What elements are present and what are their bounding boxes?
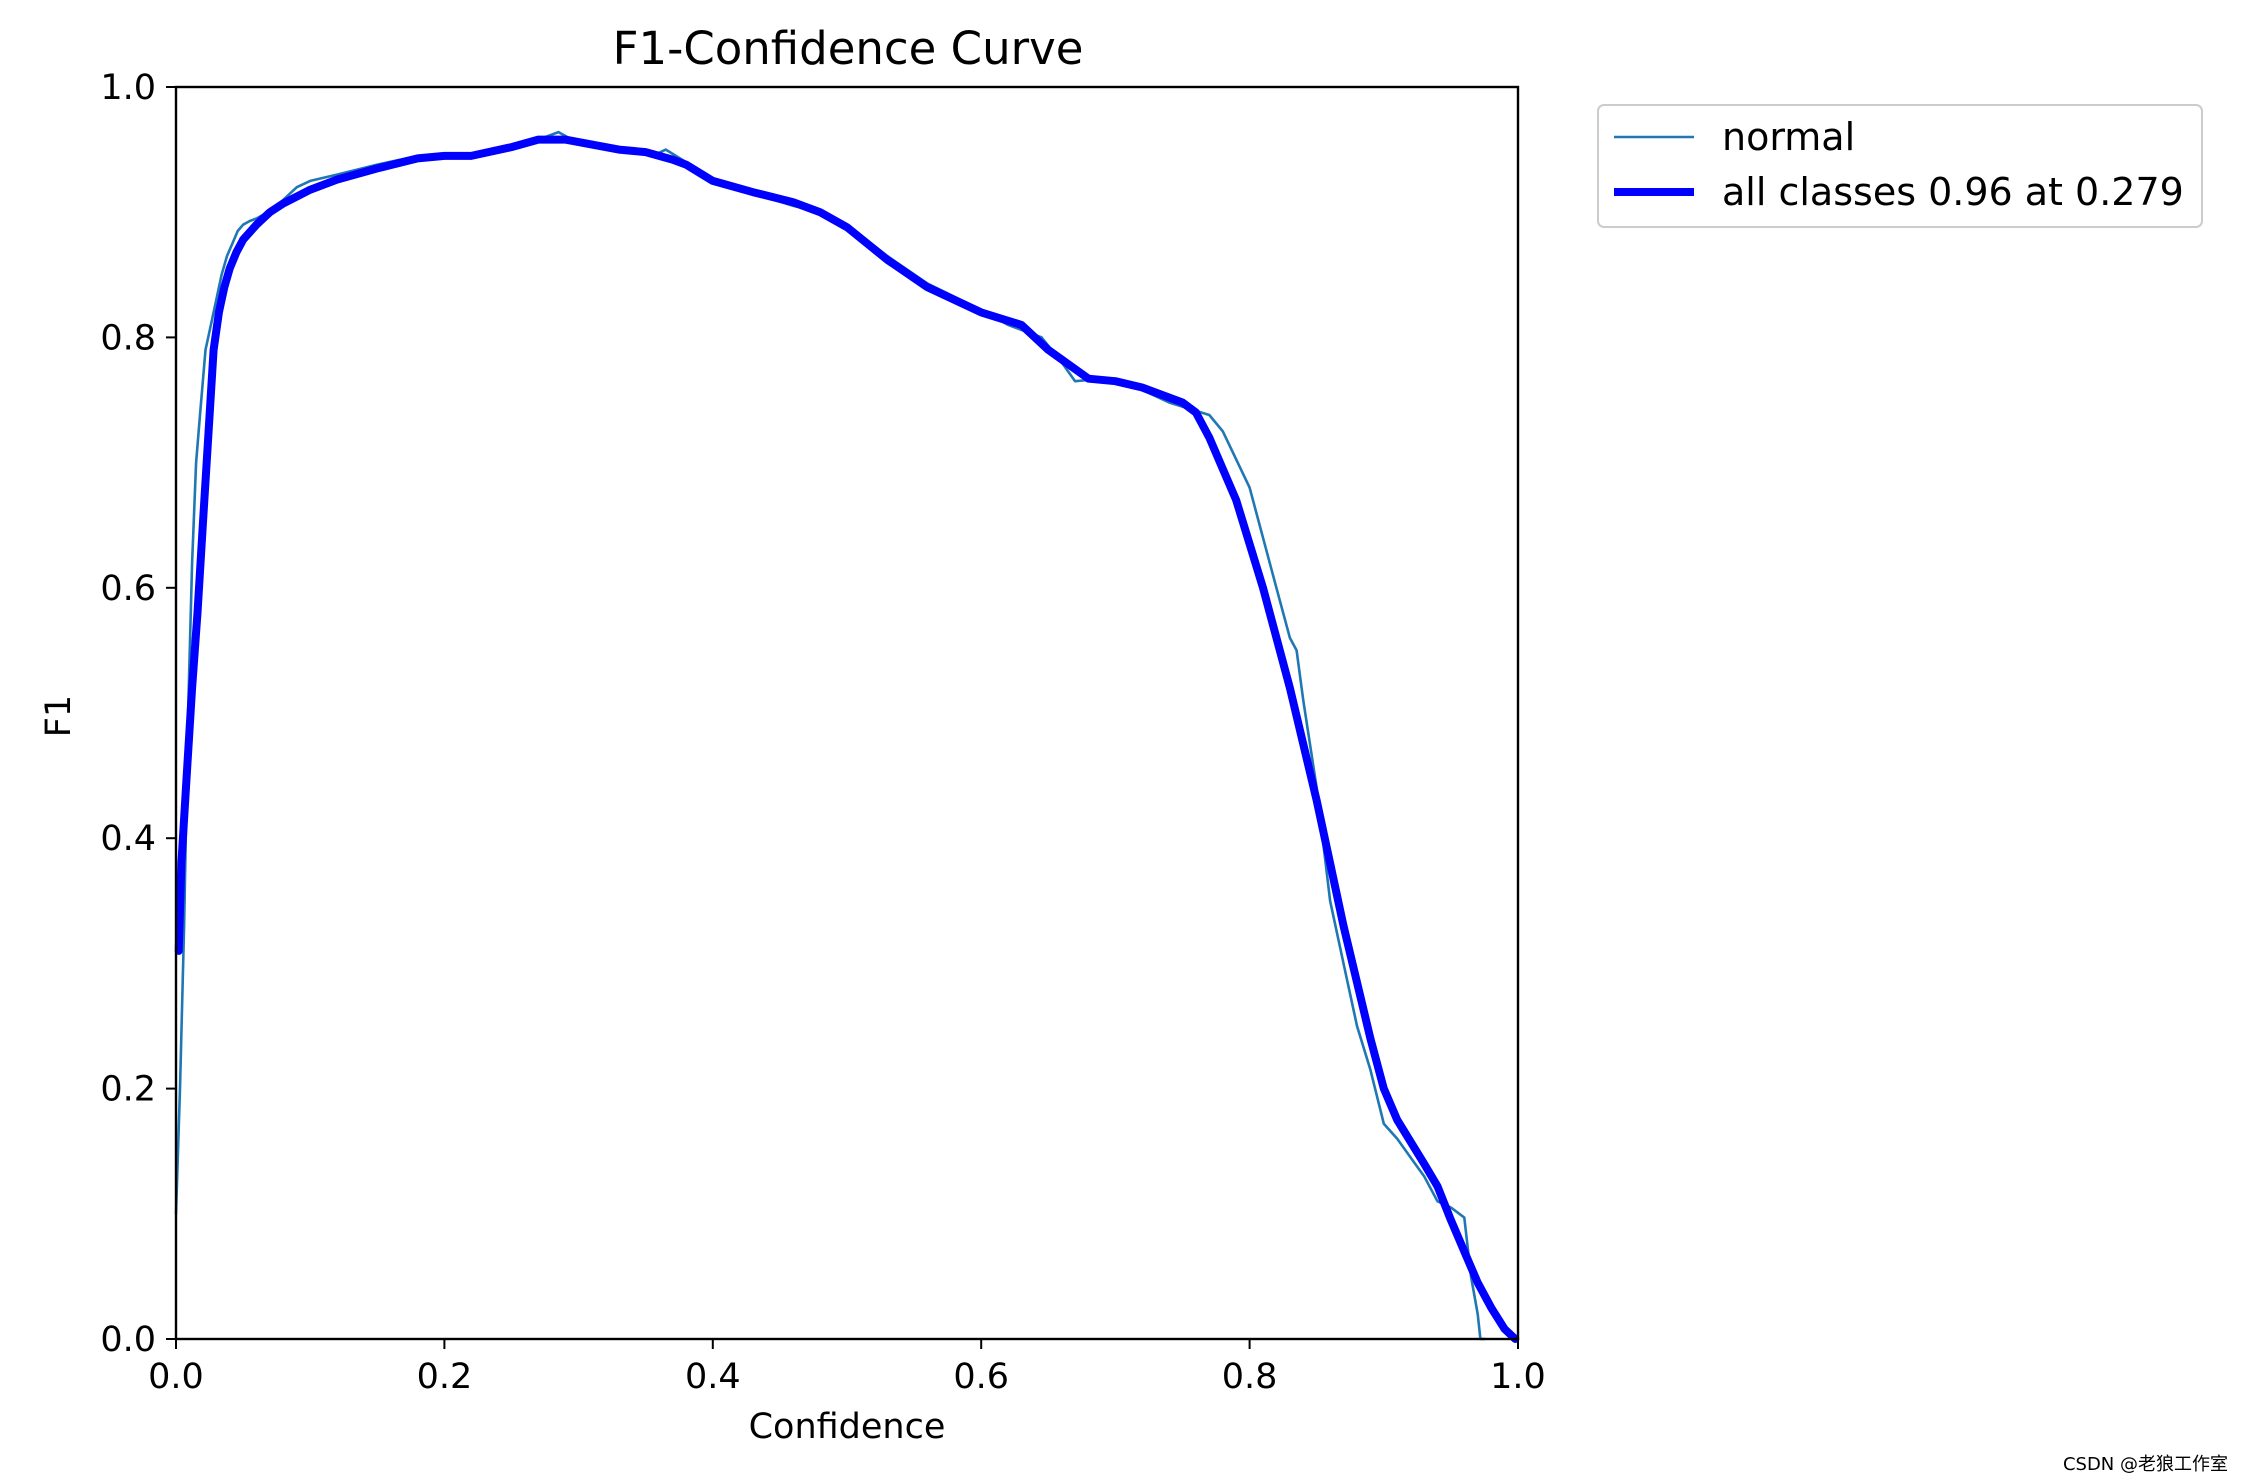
y-axis-label: F1 bbox=[39, 695, 79, 737]
x-tick-label: 0.6 bbox=[953, 1357, 1009, 1397]
x-axis: 0.0 0.2 0.4 0.6 0.8 1.0 bbox=[148, 1339, 1546, 1397]
series-line-all-classes bbox=[174, 135, 1520, 1343]
legend-label: normal bbox=[1722, 115, 1855, 159]
x-tick-label: 0.0 bbox=[148, 1357, 204, 1397]
x-tick-label: 0.4 bbox=[685, 1357, 741, 1397]
y-tick-label: 0.0 bbox=[100, 1320, 156, 1360]
legend: normal all classes 0.96 at 0.279 bbox=[1597, 104, 2203, 228]
x-tick-label: 1.0 bbox=[1490, 1357, 1546, 1397]
series-line-normal bbox=[174, 130, 1486, 1341]
x-tick-label: 0.8 bbox=[1222, 1357, 1278, 1397]
x-axis-label: Confidence bbox=[749, 1407, 946, 1447]
y-tick-label: 0.2 bbox=[100, 1070, 156, 1110]
legend-box bbox=[1597, 104, 2203, 228]
plot-frame bbox=[174, 85, 1520, 1341]
y-tick-label: 0.8 bbox=[100, 318, 156, 358]
chart-title: F1-Confidence Curve bbox=[613, 22, 1084, 75]
y-tick-label: 1.0 bbox=[100, 68, 156, 108]
watermark: CSDN @老狼工作室 bbox=[2063, 1454, 2228, 1475]
x-tick-label: 0.2 bbox=[417, 1357, 473, 1397]
y-axis: 0.0 0.2 0.4 0.6 0.8 1.0 bbox=[100, 68, 176, 1360]
y-tick-label: 0.4 bbox=[100, 819, 156, 859]
legend-label: all classes 0.96 at 0.279 bbox=[1722, 170, 2184, 214]
y-tick-label: 0.6 bbox=[100, 569, 156, 609]
plot-area bbox=[174, 130, 1520, 1343]
